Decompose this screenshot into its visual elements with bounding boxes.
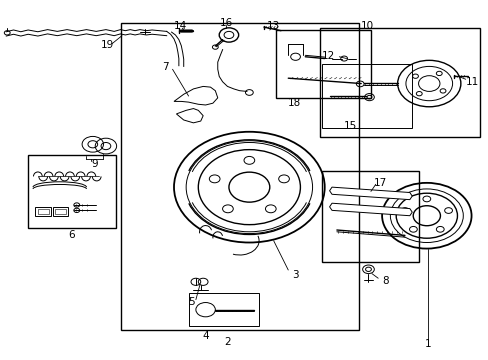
Circle shape xyxy=(4,31,10,35)
Bar xyxy=(322,64,411,128)
Text: 7: 7 xyxy=(162,63,169,72)
Text: 18: 18 xyxy=(287,98,300,108)
Bar xyxy=(28,155,116,228)
Bar xyxy=(55,208,66,214)
Text: 11: 11 xyxy=(465,77,478,87)
Text: 16: 16 xyxy=(219,18,232,28)
Bar xyxy=(322,171,418,262)
Text: 12: 12 xyxy=(321,51,334,61)
Text: 14: 14 xyxy=(173,21,186,31)
Text: 9: 9 xyxy=(91,159,98,169)
Text: 5: 5 xyxy=(188,297,195,307)
Text: 17: 17 xyxy=(373,177,386,188)
Polygon shape xyxy=(174,86,217,105)
Polygon shape xyxy=(329,187,411,200)
Text: 4: 4 xyxy=(202,331,208,341)
Bar xyxy=(120,23,358,330)
Bar xyxy=(35,207,51,216)
Text: 15: 15 xyxy=(343,121,356,131)
Bar xyxy=(188,293,259,327)
Text: 3: 3 xyxy=(292,270,298,280)
Text: 13: 13 xyxy=(266,21,280,31)
Text: 19: 19 xyxy=(101,40,114,50)
Text: 10: 10 xyxy=(360,21,373,31)
Bar xyxy=(53,207,68,216)
Text: 8: 8 xyxy=(382,276,388,286)
Polygon shape xyxy=(176,109,203,123)
Bar xyxy=(319,28,479,137)
Polygon shape xyxy=(329,203,411,216)
Bar xyxy=(276,30,370,98)
Bar xyxy=(38,208,48,214)
Text: 2: 2 xyxy=(224,337,230,347)
Text: 1: 1 xyxy=(424,339,431,348)
Text: 6: 6 xyxy=(68,230,75,240)
